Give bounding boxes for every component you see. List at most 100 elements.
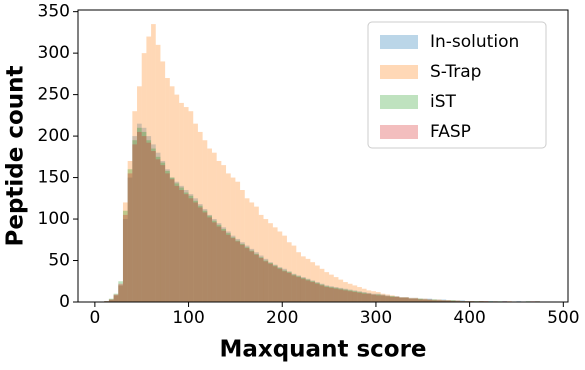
histogram-bar xyxy=(226,231,231,302)
histogram-bar xyxy=(310,280,316,302)
x-axis-label: Maxquant score xyxy=(219,337,426,363)
histogram-bar xyxy=(193,202,198,302)
histogram-bar xyxy=(272,265,278,302)
histogram-bar xyxy=(399,297,405,302)
histogram-bar xyxy=(132,140,138,302)
histogram-bar xyxy=(122,202,128,302)
histogram-bar xyxy=(165,173,170,302)
histogram-bar xyxy=(352,292,358,302)
histogram-bar xyxy=(146,142,152,302)
histogram-bar xyxy=(160,162,166,302)
histogram-bar xyxy=(146,136,152,302)
histogram-bar xyxy=(408,298,414,302)
histogram-bar xyxy=(310,262,316,302)
histogram-bar xyxy=(221,230,227,302)
x-tick-label: 100 xyxy=(172,308,204,328)
histogram-bar xyxy=(277,231,283,302)
histogram-bar xyxy=(394,296,400,302)
histogram-bar xyxy=(211,222,217,302)
histogram-bar xyxy=(291,273,297,302)
histogram-bar xyxy=(305,258,311,302)
histogram-bar xyxy=(450,300,456,302)
histogram-bar xyxy=(319,283,325,302)
histogram-bar xyxy=(343,288,348,302)
y-tick-label: 150 xyxy=(38,168,70,188)
histogram-bar xyxy=(338,288,344,302)
histogram-bar xyxy=(127,160,133,302)
histogram-bar xyxy=(375,295,381,302)
histogram-bar xyxy=(268,263,273,302)
histogram-bar xyxy=(193,123,198,302)
plot-frame xyxy=(77,9,569,303)
histogram-bar xyxy=(146,36,152,302)
histogram-bar xyxy=(418,298,423,302)
histogram-bar xyxy=(179,190,184,302)
histogram-bar xyxy=(333,287,339,302)
histogram-bar xyxy=(413,297,419,302)
x-tick-label: 300 xyxy=(360,308,392,328)
histogram-bar xyxy=(347,283,353,302)
histogram-bar xyxy=(352,285,358,302)
y-tick-label: 0 xyxy=(59,292,70,312)
histogram-bar xyxy=(427,299,433,302)
histogram-bar xyxy=(113,294,119,302)
histogram-bar xyxy=(366,293,372,302)
histogram-bar xyxy=(249,251,255,302)
histogram-bar xyxy=(141,136,147,302)
histogram-bar xyxy=(408,297,414,302)
histogram-bar xyxy=(361,288,367,302)
histogram-bar xyxy=(263,261,269,302)
histogram-bar xyxy=(422,298,428,302)
histogram-bar xyxy=(352,290,358,302)
histogram-bar xyxy=(286,272,292,302)
histogram-bar xyxy=(188,111,194,302)
histogram-bar xyxy=(151,24,156,303)
histogram-bar xyxy=(329,286,334,302)
histogram-bar xyxy=(310,282,316,302)
histogram-bar xyxy=(329,274,334,302)
histogram-bar xyxy=(282,270,287,302)
histogram-bar xyxy=(151,151,156,302)
histogram-bar xyxy=(268,263,273,302)
histogram-bar xyxy=(296,276,301,302)
histogram-bar xyxy=(132,144,138,302)
histogram-bar xyxy=(254,254,259,302)
legend-swatch xyxy=(380,65,418,79)
legend-swatch xyxy=(380,125,418,139)
histogram-bar xyxy=(113,295,119,302)
histogram-bar xyxy=(329,287,334,302)
histogram-bar xyxy=(282,271,287,302)
histogram-bar xyxy=(165,78,170,302)
histogram-bar xyxy=(118,285,123,302)
histogram-bar xyxy=(174,183,180,302)
histogram-bar xyxy=(221,229,227,302)
histogram-bar xyxy=(389,295,395,302)
histogram-bar xyxy=(155,44,161,302)
legend-label: FASP xyxy=(430,122,471,142)
histogram-bar xyxy=(202,140,208,302)
histogram-bar xyxy=(394,297,400,302)
histogram-bar xyxy=(436,299,442,302)
histogram-bar xyxy=(254,252,259,302)
histogram-bar xyxy=(357,292,362,302)
histogram-bar xyxy=(127,173,133,302)
histogram-bar xyxy=(211,220,217,302)
histogram-bar xyxy=(399,297,405,302)
histogram-bar xyxy=(324,287,330,302)
histogram-bar xyxy=(202,209,208,302)
y-tick-label: 100 xyxy=(38,209,70,229)
histogram-bar xyxy=(216,224,222,302)
y-tick-label: 250 xyxy=(38,85,70,105)
histogram-bar xyxy=(197,207,203,302)
histogram-bar xyxy=(160,61,166,302)
histogram-bar xyxy=(188,195,194,302)
histogram-bar xyxy=(300,277,306,302)
histogram-bar xyxy=(446,300,451,302)
histogram-bar xyxy=(385,296,390,302)
histogram-bar xyxy=(427,299,433,302)
histogram-bar xyxy=(155,159,161,302)
histogram-bar xyxy=(263,219,269,302)
histogram-bar xyxy=(160,160,166,302)
histogram-bar xyxy=(179,102,184,302)
